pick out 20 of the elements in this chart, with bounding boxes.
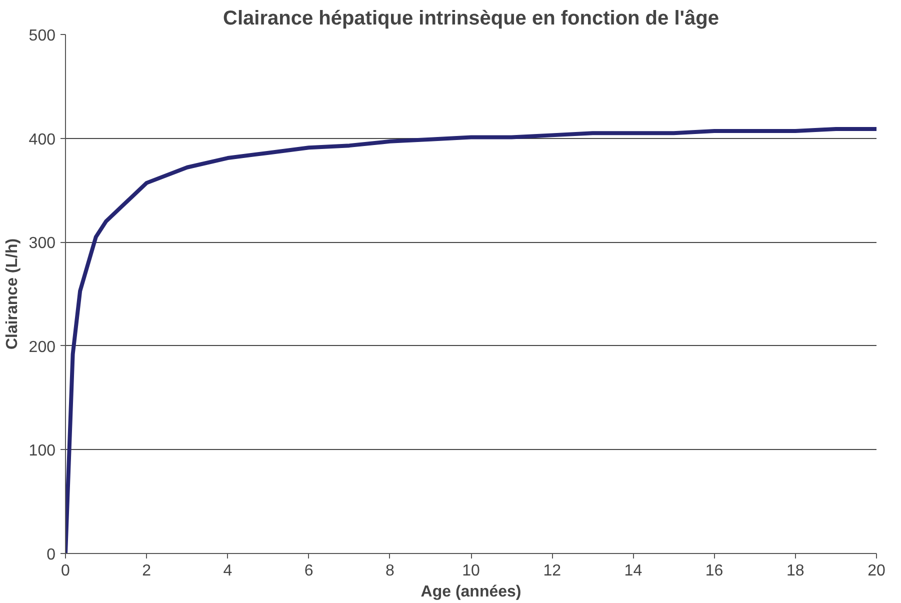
- x-tick-label: 10: [462, 562, 480, 580]
- x-axis-title: Age (années): [420, 584, 522, 600]
- x-tick-label: 20: [868, 562, 886, 580]
- x-tick-label: 8: [385, 562, 394, 580]
- y-axis-title: Clairance (L/h): [4, 238, 21, 350]
- y-tick-label: 100: [28, 442, 56, 460]
- x-tick-label: 12: [543, 562, 562, 580]
- x-tick-label: 2: [142, 562, 152, 580]
- y-tick-label: 300: [28, 235, 56, 252]
- y-tick-label: 400: [28, 131, 56, 148]
- x-tick-label: 6: [304, 562, 314, 580]
- y-tick-label: 500: [28, 28, 56, 44]
- x-tick-label: 14: [624, 562, 642, 580]
- x-tick-label: 0: [61, 562, 70, 580]
- x-tick-label: 18: [786, 562, 804, 580]
- x-tick-label: 4: [223, 562, 232, 580]
- y-tick-label: 200: [28, 338, 56, 356]
- chart-title: Clairance hépatique intrinsèque en fonction de l'âge: [223, 8, 719, 30]
- y-tick-label: 0: [46, 546, 56, 564]
- x-tick-label: 16: [705, 562, 724, 580]
